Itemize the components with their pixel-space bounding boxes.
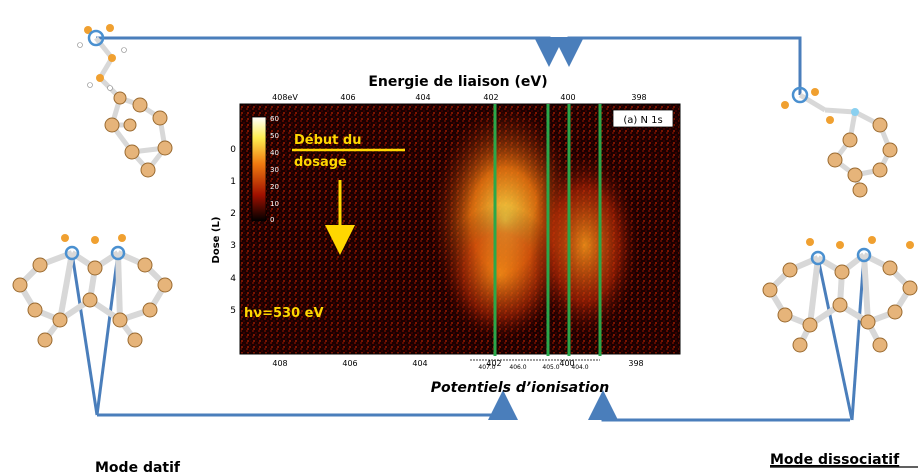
- photon-energy-label: hν=530 eV: [244, 306, 324, 321]
- colorbar: 60 50 40 30 20 10 0: [251, 115, 279, 224]
- y-tick: 2: [230, 209, 236, 219]
- annotation-line2: dosage: [294, 155, 347, 170]
- y-tick: 4: [230, 274, 236, 284]
- colorbar-tick: 60: [270, 115, 279, 123]
- ip-tick: 405.0: [542, 364, 559, 371]
- ionisation-guide-lines: [493, 104, 602, 356]
- ip-tick: 407.0: [478, 364, 495, 371]
- molecule-left-datif: [12, 234, 173, 348]
- y-axis-label: Dose (L): [211, 217, 222, 264]
- annotation-line1: Début du: [294, 133, 361, 148]
- colorbar-tick: 50: [270, 132, 279, 140]
- bottom-tick: 406: [342, 359, 357, 368]
- spectrum-map: [239, 103, 681, 355]
- y-tick: 5: [230, 306, 236, 316]
- mode-datif-label: Mode datif: [95, 460, 181, 474]
- molecule-top-right: [781, 86, 898, 198]
- molecule-right-dissociatif: [762, 236, 918, 353]
- top-axis: 408eV 406 404 402 400 398: [272, 93, 646, 102]
- molecule-top-left: [77, 24, 173, 178]
- colorbar-tick: 40: [270, 149, 279, 157]
- ip-label: Potentiels d’ionisation: [431, 380, 609, 396]
- y-tick: 0: [230, 145, 236, 155]
- bottom-tick: 400: [559, 359, 574, 368]
- ip-scale: 407.0 406.0 405.0 404.0: [470, 359, 600, 371]
- top-tick: 406: [340, 93, 355, 102]
- top-tick: 400: [560, 93, 575, 102]
- left-datif-line-a: [70, 252, 99, 416]
- y-axis: 0 1 2 3 4 5: [230, 145, 236, 316]
- bottom-tick: 408: [272, 359, 287, 368]
- y-tick: 3: [230, 241, 236, 251]
- bottom-tick: 402: [486, 359, 501, 368]
- y-tick: 1: [230, 177, 236, 187]
- colorbar-tick: 30: [270, 166, 279, 174]
- bottom-tick: 398: [628, 359, 643, 368]
- top-right-connector: [554, 36, 802, 95]
- right-dissoc-line-a: [816, 257, 854, 421]
- top-tick: 408eV: [272, 93, 298, 102]
- right-dissoc-line-b: [850, 254, 866, 421]
- colorbar-tick: 0: [270, 216, 274, 224]
- colorbar-tick: 20: [270, 183, 279, 191]
- top-left-connector: [96, 36, 564, 67]
- bottom-left-connector: [97, 390, 518, 420]
- panel-label-box: (a) N 1s: [612, 109, 674, 128]
- panel-label: (a) N 1s: [623, 115, 662, 126]
- dose-start-annotation: Début du dosage: [292, 133, 405, 255]
- top-tick: 402: [483, 93, 498, 102]
- top-tick: 398: [631, 93, 646, 102]
- connector-arrows: [70, 36, 866, 422]
- bottom-axis: 408 406 404 402 400 398: [272, 359, 643, 368]
- top-tick: 404: [415, 93, 430, 102]
- left-datif-line-b: [95, 252, 120, 416]
- bottom-right-connector: [588, 390, 850, 422]
- bottom-tick: 404: [412, 359, 427, 368]
- ip-tick: 406.0: [509, 364, 526, 371]
- ip-tick: 404.0: [571, 364, 588, 371]
- mode-dissociatif-label: Mode dissociatif: [770, 452, 900, 468]
- colorbar-tick: 10: [270, 200, 279, 208]
- highlight-atom-icon: [87, 29, 105, 47]
- chart-title: Energie de liaison (eV): [368, 74, 547, 90]
